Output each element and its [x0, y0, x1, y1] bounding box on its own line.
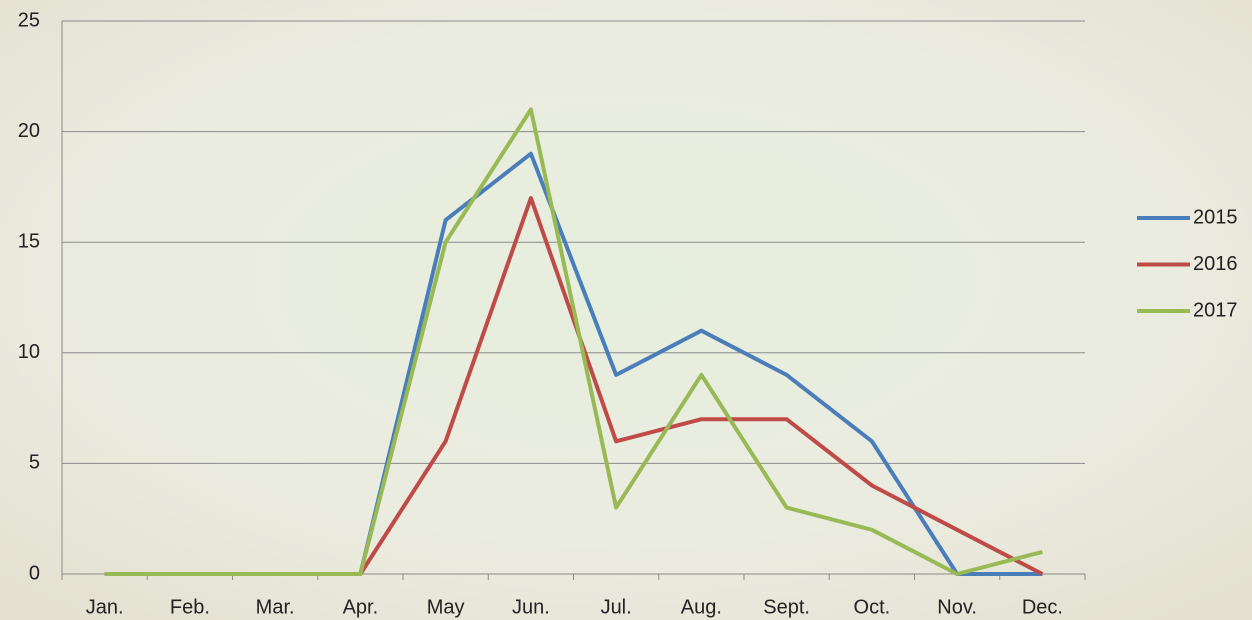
x-tick-label: May	[427, 596, 465, 618]
x-tick-label: Mar.	[256, 596, 295, 618]
y-tick-label: 5	[29, 452, 40, 474]
x-tick-label: Jul.	[601, 596, 632, 618]
x-tick-label: Jun.	[512, 596, 550, 618]
x-tick-label: Aug.	[681, 596, 722, 618]
x-tick-label: Dec.	[1022, 596, 1063, 618]
x-tick-label: Oct.	[854, 596, 891, 618]
x-tick-label: Nov.	[937, 596, 977, 618]
legend-label: 2015	[1193, 206, 1238, 228]
x-tick-label: Feb.	[170, 596, 210, 618]
y-tick-label: 25	[18, 9, 40, 31]
legend-label: 2016	[1193, 253, 1238, 275]
x-tick-label: Sept.	[763, 596, 810, 618]
y-tick-label: 20	[18, 120, 40, 142]
page: {"chart_data": {"type": "line", "categor…	[0, 0, 1252, 620]
y-tick-label: 0	[29, 562, 40, 584]
y-tick-label: 15	[18, 230, 40, 252]
legend-label: 2017	[1193, 299, 1238, 321]
chart: 0 5 10 15 20 25 Jan. Feb. Mar. Apr. May Jun. Jul. Aug…	[0, 0, 1252, 620]
x-tick-label: Apr.	[343, 596, 379, 618]
background	[0, 0, 1252, 620]
x-tick-label: Jan.	[86, 596, 124, 618]
y-tick-label: 10	[18, 341, 40, 363]
